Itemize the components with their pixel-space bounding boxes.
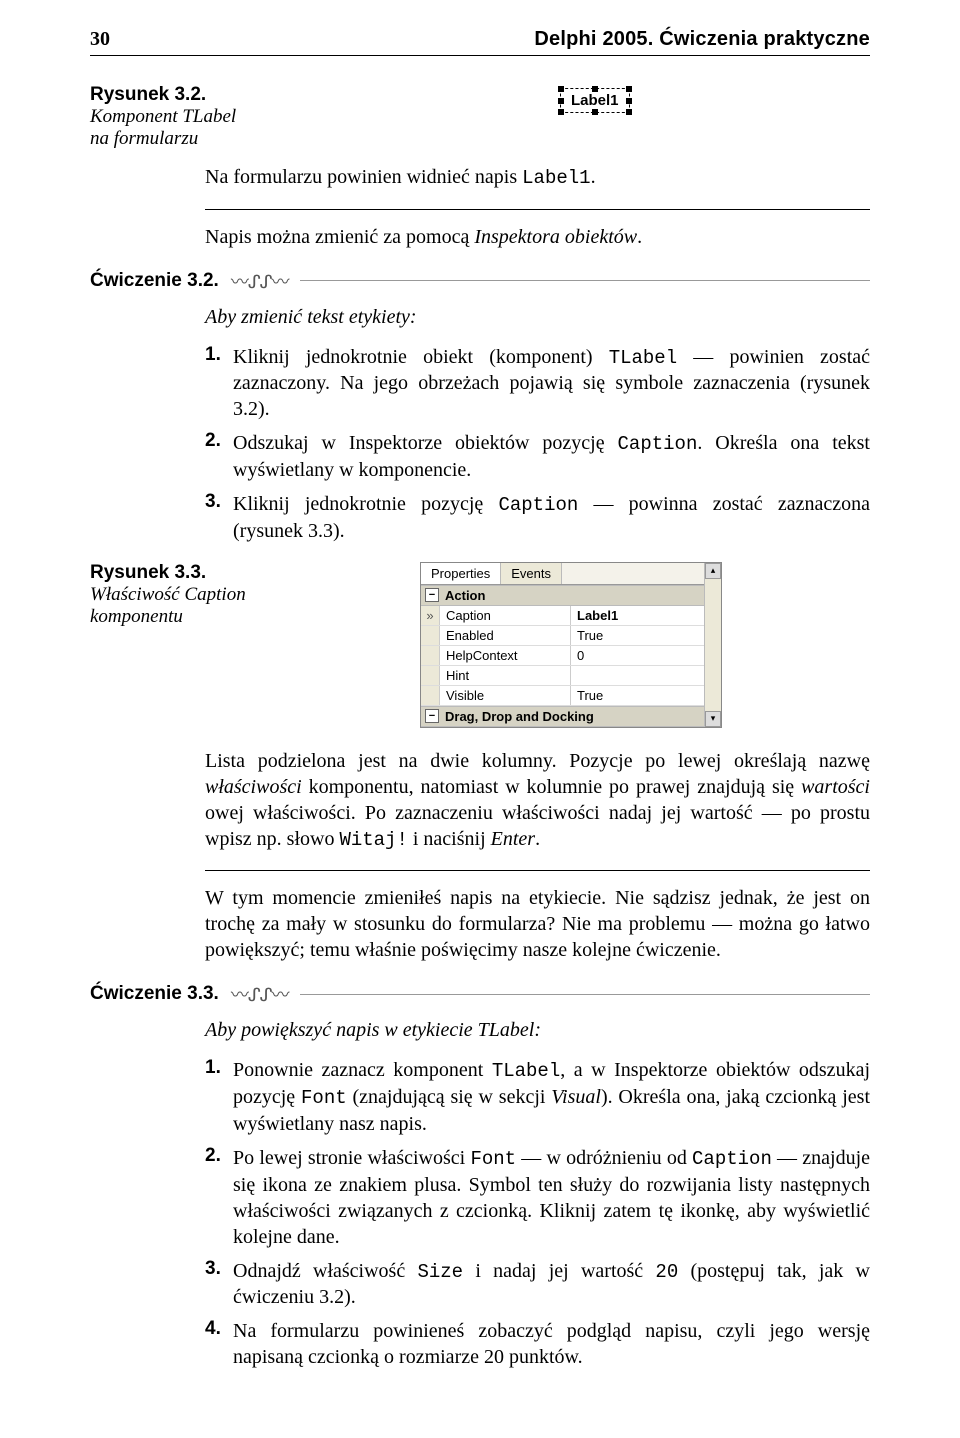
inspector-row-caption[interactable]: » Caption Label1 — [421, 606, 704, 626]
figure-3-3-label: Rysunek 3.3. — [90, 562, 320, 584]
exercise-3-2-label: Ćwiczenie 3.2. — [90, 270, 219, 292]
paragraph-formularz: Na formularzu powinien widnieć napis Lab… — [205, 164, 870, 191]
exercise-3-2-header: Ćwiczenie 3.2. 〰ᔑᔑ〰 — [90, 268, 870, 294]
paragraph-napis: Napis można zmienić za pomocą Inspektora… — [205, 224, 870, 250]
squiggle-icon: 〰ᔑᔑ〰 — [231, 981, 289, 1007]
figure-3-3-desc-2: komponentu — [90, 606, 320, 628]
exercise-3-3-step-4: 4. Na formularzu powinieneś zobaczyć pod… — [205, 1318, 870, 1370]
header-title: Delphi 2005. Ćwiczenia praktyczne — [534, 28, 870, 51]
inspector-scrollbar[interactable]: ▴ ▾ — [704, 563, 721, 727]
inspector-row-visible[interactable]: Visible True — [421, 686, 704, 706]
inspector-row-hint[interactable]: Hint — [421, 666, 704, 686]
divider — [205, 870, 870, 871]
figure-3-2-label: Rysunek 3.2. — [90, 84, 320, 106]
page-number: 30 — [90, 28, 110, 51]
exercise-3-3-step-2: 2. Po lewej stronie właściwości Font — w… — [205, 1145, 870, 1250]
inspector-row-enabled[interactable]: Enabled True — [421, 626, 704, 646]
exercise-3-2-intro: Aby zmienić tekst etykiety: — [205, 304, 870, 330]
figure-3-3-desc-1: Właściwość Caption — [90, 584, 320, 606]
paragraph-moment: W tym momencie zmieniłeś napis na etykie… — [205, 885, 870, 963]
figure-3-3-row: Rysunek 3.3. Właściwość Caption komponen… — [90, 562, 870, 728]
figure-3-2-desc-2: na formularzu — [90, 128, 320, 150]
paragraph-lista: Lista podzielona jest na dwie kolumny. P… — [205, 748, 870, 853]
exercise-3-2-step-3: 3. Kliknij jednokrotnie pozycję Caption … — [205, 491, 870, 544]
exercise-3-3-header: Ćwiczenie 3.3. 〰ᔑᔑ〰 — [90, 981, 870, 1007]
object-inspector: Properties Events − Action » Caption Lab… — [420, 562, 722, 728]
inspector-group-action[interactable]: − Action — [421, 585, 704, 606]
collapse-icon[interactable]: − — [425, 709, 439, 723]
collapse-icon[interactable]: − — [425, 588, 439, 602]
row-selected-icon: » — [421, 606, 440, 625]
tab-properties[interactable]: Properties — [421, 563, 501, 584]
label1-text: Label1 — [571, 92, 619, 109]
scroll-up-icon[interactable]: ▴ — [705, 563, 721, 579]
inspector-group-drag[interactable]: − Drag, Drop and Docking — [421, 706, 704, 727]
exercise-3-2-step-2: 2. Odszukaj w Inspektorze obiektów pozyc… — [205, 430, 870, 483]
tab-events[interactable]: Events — [501, 563, 562, 584]
squiggle-icon: 〰ᔑᔑ〰 — [231, 268, 289, 294]
code-label1: Label1 — [522, 167, 590, 189]
exercise-3-3-intro: Aby powiększyć napis w etykiecie TLabel: — [205, 1017, 870, 1043]
exercise-3-3-step-3: 3. Odnajdź właściwość Size i nadaj jej w… — [205, 1258, 870, 1311]
exercise-3-3-label: Ćwiczenie 3.3. — [90, 983, 219, 1005]
figure-3-2-row: Rysunek 3.2. Komponent TLabel na formula… — [90, 84, 870, 150]
divider — [205, 209, 870, 210]
exercise-3-2-step-1: 1. Kliknij jednokrotnie obiekt (komponen… — [205, 344, 870, 423]
page-header: 30 Delphi 2005. Ćwiczenia praktyczne — [90, 28, 870, 56]
inspector-row-helpcontext[interactable]: HelpContext 0 — [421, 646, 704, 666]
scroll-down-icon[interactable]: ▾ — [705, 711, 721, 727]
exercise-3-3-step-1: 1. Ponownie zaznacz komponent TLabel, a … — [205, 1057, 870, 1136]
figure-3-2-desc-1: Komponent TLabel — [90, 106, 320, 128]
label1-component-preview: Label1 — [560, 84, 630, 113]
inspector-tabs: Properties Events — [421, 563, 704, 585]
